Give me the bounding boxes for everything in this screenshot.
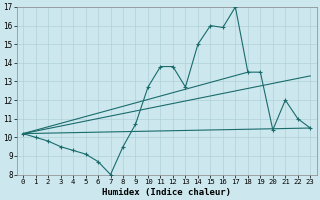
X-axis label: Humidex (Indice chaleur): Humidex (Indice chaleur): [102, 188, 231, 197]
